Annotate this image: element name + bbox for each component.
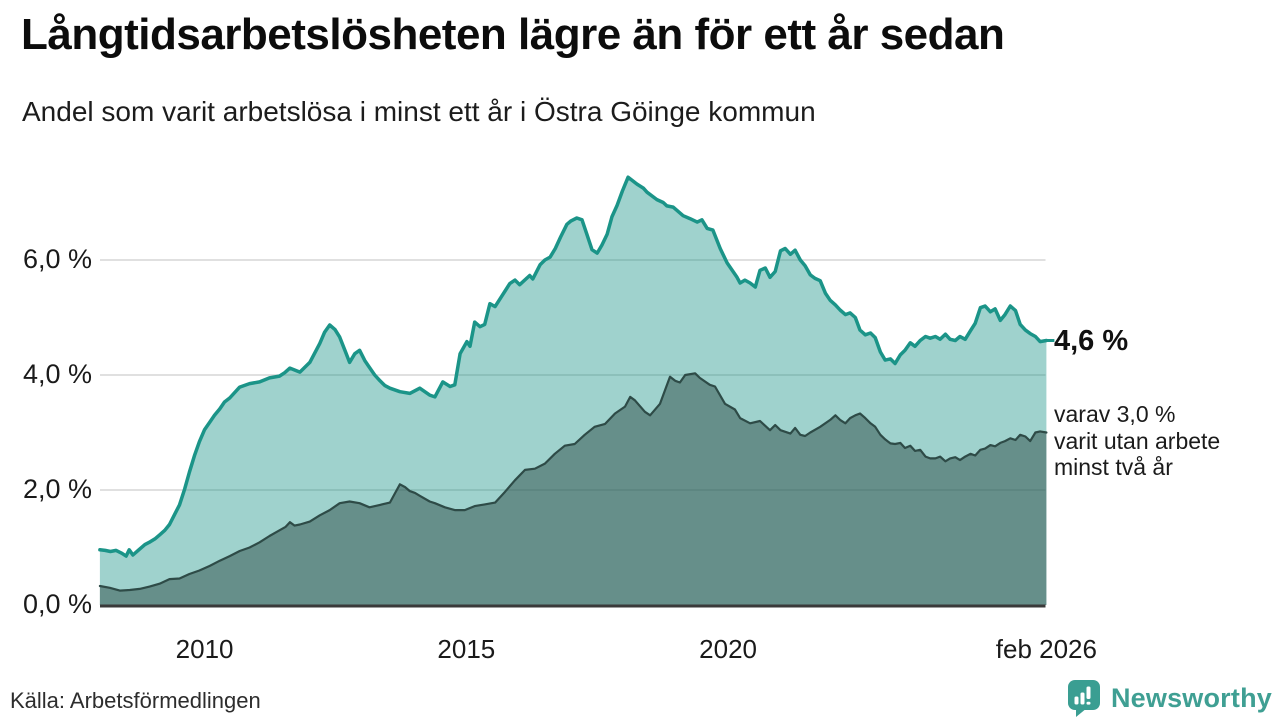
x-tick-2015: 2015 <box>437 634 496 664</box>
y-tick-4: 4,0 % <box>22 359 92 389</box>
page-subtitle: Andel som varit arbetslösa i minst ett å… <box>22 96 816 127</box>
page-title: Långtidsarbetslösheten lägre än för ett … <box>21 10 1005 59</box>
y-tick-2: 2,0 % <box>22 474 92 504</box>
source-note: Källa: Arbetsförmedlingen <box>10 688 261 713</box>
line-unemployed-1plus-year <box>98 175 1049 558</box>
end-note-label: varav 3,0 % varit utan arbete minst två … <box>1054 401 1221 480</box>
y-tick-6: 6,0 % <box>22 244 92 274</box>
y-tick-0: 0,0 % <box>22 589 92 619</box>
x-tick-feb-2026: feb 2026 <box>995 634 1097 664</box>
area-unemployed-2plus-year <box>99 373 1047 605</box>
newsworthy-icon <box>1067 680 1100 717</box>
newsworthy-logo: Newsworthy <box>1065 678 1272 718</box>
x-tick-2020: 2020 <box>699 634 758 664</box>
x-tick-2010: 2010 <box>175 634 234 664</box>
newsworthy-wordmark: Newsworthy <box>1110 682 1272 713</box>
line-unemployed-2plus-year <box>98 372 1048 592</box>
end-value-label: 4,6 % <box>1054 325 1129 357</box>
